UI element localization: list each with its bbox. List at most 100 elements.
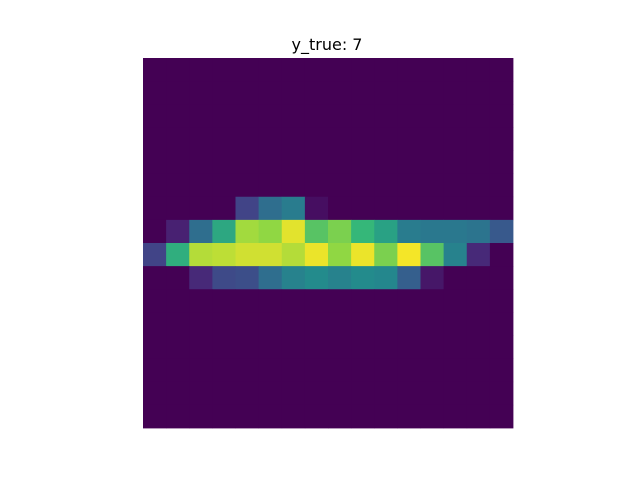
heatmap-cell-r14-c8	[328, 381, 352, 406]
heatmap-cell-r13-c9	[351, 358, 375, 383]
heatmap-cell-r4-c14	[466, 150, 491, 175]
heatmap-cell-r14-c0	[143, 381, 167, 406]
heatmap-cell-r3-c7	[304, 127, 329, 151]
heatmap-cell-r13-c11	[397, 358, 421, 383]
heatmap-cell-r1-c10	[374, 81, 398, 105]
heatmap-cell-r10-c0	[143, 289, 167, 313]
heatmap-cell-r6-c6	[281, 196, 306, 221]
heatmap-cell-r13-c10	[374, 358, 398, 383]
heatmap-cell-r2-c0	[143, 104, 167, 128]
heatmap-cell-r11-c11	[397, 312, 421, 336]
heatmap-cell-r10-c10	[374, 289, 398, 313]
heatmap-cell-r4-c5	[258, 150, 283, 175]
heatmap-cell-r7-c0	[143, 219, 167, 244]
heatmap-cell-r14-c3	[212, 381, 236, 406]
heatmap-cell-r7-c15	[489, 219, 514, 244]
heatmap-cell-r4-c4	[235, 150, 260, 175]
heatmap-cell-r1-c14	[466, 81, 491, 105]
heatmap-cell-r5-c4	[235, 173, 260, 198]
heatmap-cell-r1-c7	[304, 81, 329, 105]
heatmap-cell-r9-c8	[328, 266, 352, 290]
heatmap-cell-r5-c12	[420, 173, 445, 198]
heatmap-cell-r9-c10	[374, 266, 398, 290]
heatmap-cell-r9-c6	[281, 266, 306, 290]
heatmap-cell-r15-c13	[443, 404, 468, 429]
heatmap-cell-r10-c3	[212, 289, 236, 313]
heatmap-cell-r3-c5	[258, 127, 283, 151]
heatmap-cell-r0-c9	[351, 58, 375, 82]
heatmap-cell-r11-c1	[166, 312, 190, 336]
heatmap-cell-r10-c12	[420, 289, 445, 313]
heatmap-cell-r13-c1	[166, 358, 190, 383]
heatmap-cell-r4-c10	[374, 150, 398, 175]
heatmap-cell-r14-c7	[304, 381, 329, 406]
heatmap-cell-r10-c13	[443, 289, 468, 313]
heatmap-cell-r6-c12	[420, 196, 445, 221]
heatmap-cell-r10-c11	[397, 289, 421, 313]
heatmap-cell-r3-c14	[466, 127, 491, 151]
heatmap-cell-r1-c4	[235, 81, 260, 105]
heatmap-cell-r10-c9	[351, 289, 375, 313]
heatmap-cell-r11-c15	[489, 312, 514, 336]
heatmap-cell-r3-c13	[443, 127, 468, 151]
chart-title: y_true: 7	[292, 35, 363, 55]
heatmap-cell-r2-c1	[166, 104, 190, 128]
heatmap-cell-r8-c6	[281, 243, 306, 267]
heatmap-cell-r14-c1	[166, 381, 190, 406]
heatmap-cell-r12-c6	[281, 335, 306, 360]
heatmap-cell-r13-c6	[281, 358, 306, 383]
heatmap-cell-r7-c14	[466, 219, 491, 244]
heatmap-cell-r0-c12	[420, 58, 445, 82]
heatmap-cell-r8-c13	[443, 243, 468, 267]
heatmap-cell-r14-c15	[489, 381, 514, 406]
heatmap-cell-r7-c10	[374, 219, 398, 244]
heatmap-cell-r8-c2	[189, 243, 213, 267]
heatmap-cell-r8-c1	[166, 243, 190, 267]
heatmap-cell-r4-c13	[443, 150, 468, 175]
heatmap-cell-r6-c10	[374, 196, 398, 221]
heatmap-cell-r2-c14	[466, 104, 491, 128]
heatmap-cell-r2-c5	[258, 104, 283, 128]
heatmap-cell-r1-c8	[328, 81, 352, 105]
heatmap-cell-r0-c2	[189, 58, 213, 82]
heatmap-cell-r8-c0	[143, 243, 167, 267]
heatmap-cell-r13-c13	[443, 358, 468, 383]
heatmap-cell-r9-c2	[189, 266, 213, 290]
heatmap-cell-r8-c5	[258, 243, 283, 267]
heatmap-cell-r8-c11	[397, 243, 421, 267]
heatmap-cell-r6-c3	[212, 196, 236, 221]
heatmap-cell-r12-c9	[351, 335, 375, 360]
heatmap-cell-r15-c6	[281, 404, 306, 429]
heatmap-cell-r4-c3	[212, 150, 236, 175]
heatmap-cell-r13-c0	[143, 358, 167, 383]
heatmap-cell-r2-c3	[212, 104, 236, 128]
heatmap-cell-r10-c8	[328, 289, 352, 313]
heatmap-cell-r4-c7	[304, 150, 329, 175]
heatmap-cell-r4-c8	[328, 150, 352, 175]
heatmap-cell-r15-c10	[374, 404, 398, 429]
heatmap-cell-r7-c13	[443, 219, 468, 244]
heatmap-cell-r12-c13	[443, 335, 468, 360]
heatmap-cell-r13-c15	[489, 358, 514, 383]
heatmap-cell-r11-c8	[328, 312, 352, 336]
heatmap-cell-r0-c5	[258, 58, 283, 82]
heatmap-cell-r9-c15	[489, 266, 514, 290]
heatmap-cell-r13-c12	[420, 358, 445, 383]
heatmap-cell-r0-c4	[235, 58, 260, 82]
heatmap-cell-r13-c14	[466, 358, 491, 383]
heatmap-cell-r15-c14	[466, 404, 491, 429]
heatmap-cell-r3-c0	[143, 127, 167, 151]
heatmap-cell-r5-c5	[258, 173, 283, 198]
heatmap-cell-r6-c5	[258, 196, 283, 221]
heatmap-cell-r4-c1	[166, 150, 190, 175]
heatmap-cell-r0-c6	[281, 58, 306, 82]
heatmap-cell-r6-c11	[397, 196, 421, 221]
heatmap-cell-r11-c14	[466, 312, 491, 336]
heatmap-cell-r2-c8	[328, 104, 352, 128]
heatmap-cell-r10-c1	[166, 289, 190, 313]
heatmap-cell-r15-c11	[397, 404, 421, 429]
heatmap-cell-r11-c9	[351, 312, 375, 336]
heatmap-cell-r5-c15	[489, 173, 514, 198]
heatmap-cell-r3-c15	[489, 127, 514, 151]
